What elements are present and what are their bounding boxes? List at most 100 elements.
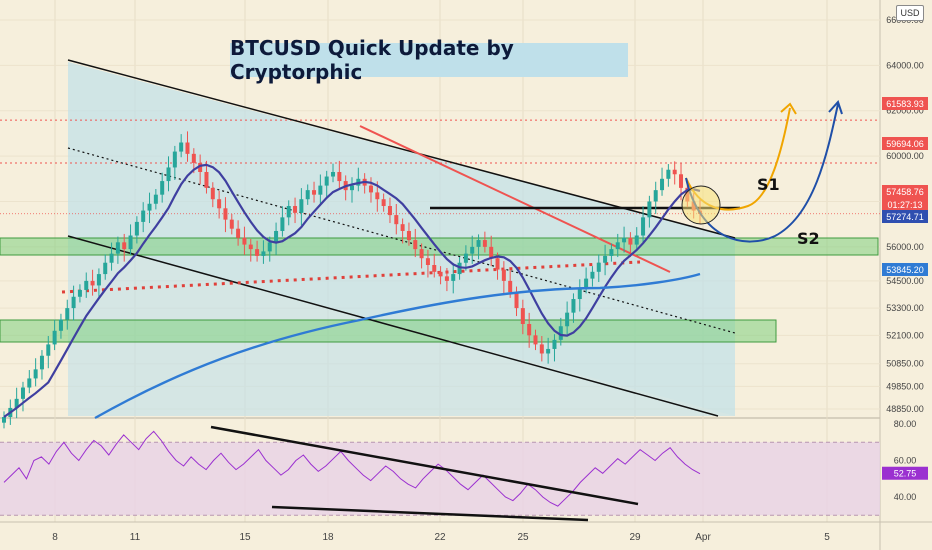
candle [52,330,57,345]
candle [470,246,475,254]
candle [71,296,76,309]
candle [261,251,266,256]
marker-57458-bg [882,185,928,198]
candle [628,237,633,245]
candle [39,355,44,370]
price-tick-label: 60000.00 [886,151,924,161]
candle [476,240,481,247]
rsi-last-value-bg [882,466,928,480]
candle [58,319,63,331]
candle [666,169,671,179]
support-zone-upper [0,237,879,256]
candle [571,299,576,313]
rsi-tick-label: 40.00 [894,492,917,502]
candle [400,224,405,231]
candle [84,280,89,290]
candle [482,240,487,247]
marker-61583-bg [882,97,928,110]
candle [679,174,684,188]
candle [444,276,449,281]
rsi-last-value: 52.75 [894,469,917,479]
candle [210,187,215,200]
candle [109,253,114,263]
candle [217,199,222,209]
candle [204,171,209,188]
candle [14,398,19,408]
candle [394,215,399,225]
candle [577,287,582,300]
candle [77,289,82,297]
chart-title: BTCUSD Quick Update by Cryptorphic [230,36,628,84]
candle [653,190,658,202]
price-tick-label: 64000.00 [886,60,924,70]
candle [425,258,430,266]
candle [451,274,456,281]
rsi-line [3,430,701,507]
candle [514,292,519,309]
marker-countdown-bg [882,198,928,211]
marker-53845: 53845.20 [886,265,924,275]
candle [539,344,544,354]
time-tick-label: 22 [434,532,446,543]
candle [590,271,595,279]
candle [229,219,234,229]
ma-fast-line [3,163,701,418]
rsi-divergence-lower [271,505,589,522]
candle [166,167,171,182]
price-tick-label: 48850.00 [886,404,924,414]
candle [179,142,184,152]
price-tick-label: 52100.00 [886,330,924,340]
currency-badge[interactable]: USD [896,5,924,21]
candle [622,237,627,243]
candle [248,244,253,250]
candle [128,235,133,250]
red-dotted-trendline [61,260,641,294]
candle [312,190,317,195]
price-tick-label: 54500.00 [886,276,924,286]
candle [406,230,411,241]
price-tick-label: 53300.00 [886,303,924,313]
candle [191,153,196,163]
candle [660,178,665,191]
candle [255,249,260,256]
candle [331,171,336,177]
time-tick-label: 25 [517,532,529,543]
price-tick-label: 50850.00 [886,359,924,369]
candle [375,192,380,200]
time-tick-label: 8 [52,532,58,543]
candle [293,206,298,213]
candle [634,235,639,245]
marker-57274: 57274.71 [886,212,924,222]
candle [115,242,120,254]
candle [463,253,468,263]
price-tick-label: 49850.00 [886,381,924,391]
candle [141,210,146,222]
candle [147,203,152,211]
candle [647,201,652,218]
ma-slow-line [94,272,701,420]
time-tick-label: 5 [824,532,830,543]
candle [318,185,323,195]
candle [122,242,127,250]
candle [198,162,203,172]
candle [90,280,95,286]
rsi-tick-label: 80.00 [894,419,917,429]
candle [274,230,279,243]
time-tick-label: 15 [239,532,251,543]
candle [501,269,506,281]
candle [533,335,538,345]
candle [641,217,646,236]
candle [286,206,291,218]
candle [337,171,342,182]
candle [153,194,158,204]
candle [65,308,70,320]
candle [438,271,443,277]
candle [236,228,241,238]
candle [280,217,285,231]
candle [103,262,108,275]
rsi-divergence-upper [210,425,639,506]
candle [520,308,525,324]
marker-countdown: 01:27:13 [887,200,922,210]
candle [527,323,532,336]
rsi-band [0,442,880,516]
